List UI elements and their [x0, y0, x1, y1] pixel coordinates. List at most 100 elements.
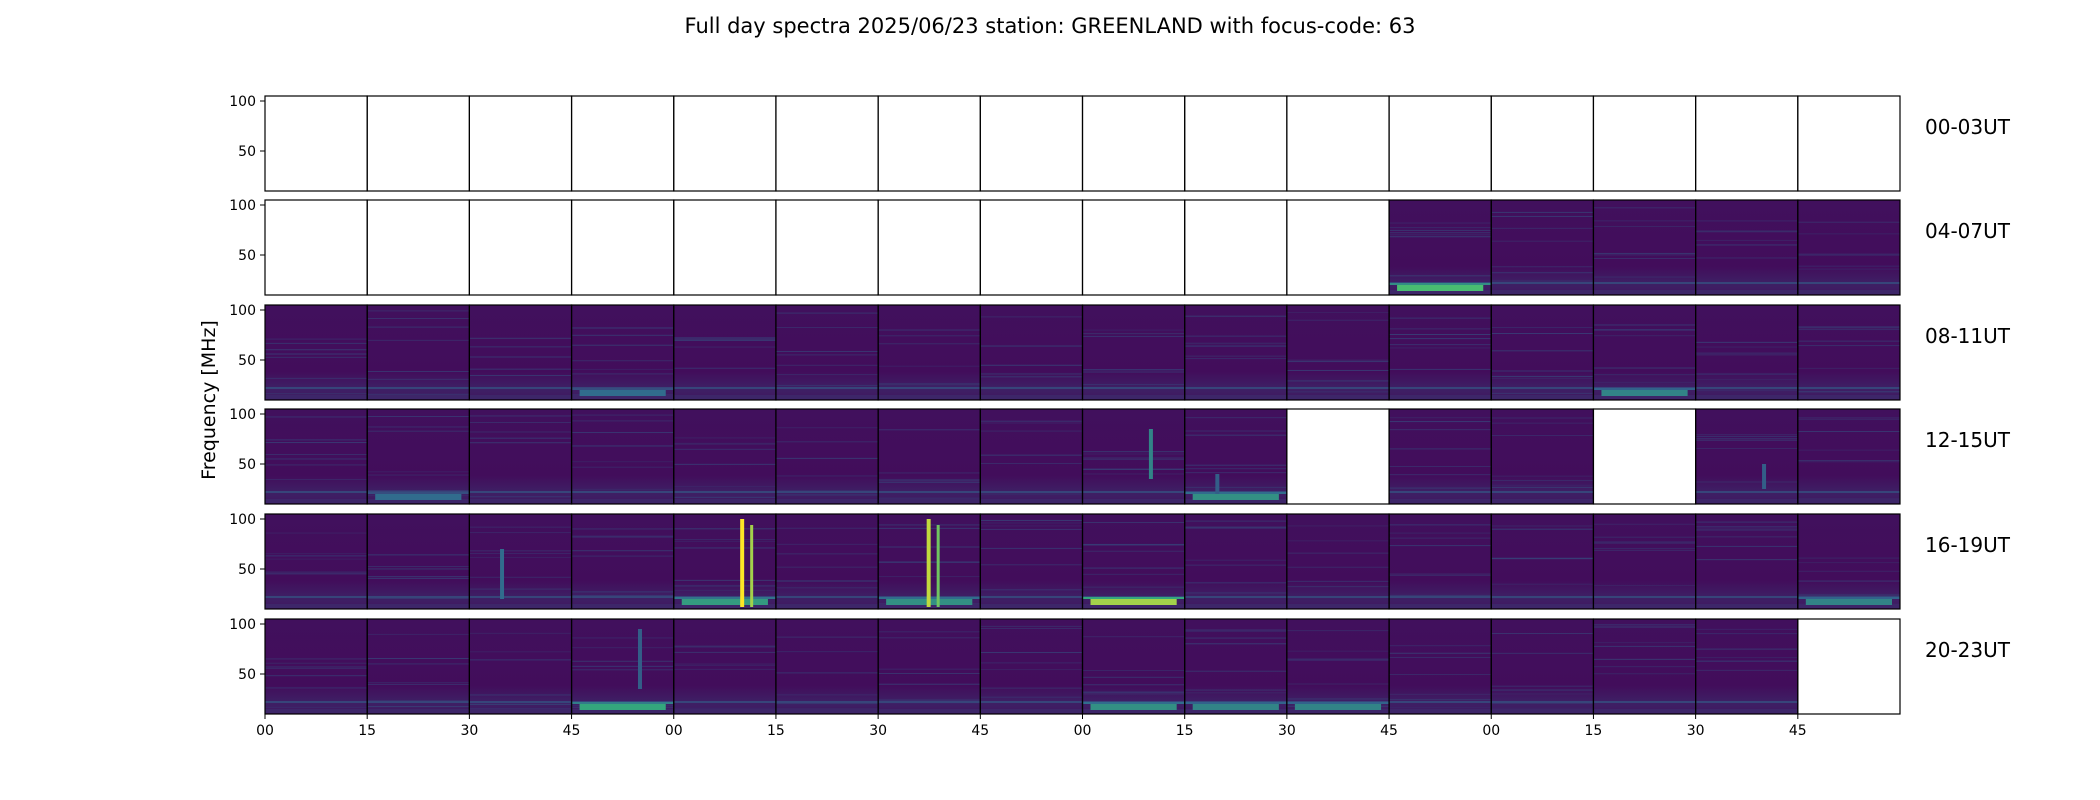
- low-band: [1797, 395, 1900, 399]
- spectrogram-panel: [1389, 200, 1492, 295]
- rfi-line: [571, 595, 674, 597]
- spectrogram-background: [1286, 305, 1390, 400]
- rfi-line: [1184, 434, 1287, 436]
- rfi-line: [775, 580, 879, 582]
- rfi-line: [1389, 537, 1492, 539]
- rfi-line: [1695, 257, 1798, 259]
- y-tick-label: 100: [229, 407, 256, 423]
- spectrogram-background: [367, 409, 470, 504]
- low-band: [1797, 282, 1900, 284]
- low-band: [1389, 604, 1492, 608]
- rfi-line: [775, 475, 879, 477]
- spectrogram-panel: [1491, 619, 1594, 714]
- x-tick-label: 15: [358, 723, 376, 739]
- rfi-line: [265, 342, 368, 344]
- rfi-line: [1491, 211, 1594, 213]
- spectra-grid: 50 100 00-03UT 50 100 04-07UT 50 100 08-11UT 50 10…: [229, 94, 2011, 715]
- spectrogram-panel: [571, 305, 674, 400]
- rfi-line: [878, 668, 981, 670]
- rfi-line: [265, 555, 368, 557]
- rfi-line: [673, 443, 776, 445]
- rfi-line: [1184, 559, 1287, 561]
- rfi-line: [1491, 392, 1594, 394]
- rfi-line: [1082, 329, 1185, 331]
- rfi-line: [571, 466, 674, 468]
- rfi-line: [1389, 645, 1492, 647]
- rfi-line: [1184, 592, 1287, 594]
- spectrogram-panel: [775, 409, 879, 504]
- spectrogram-background: [1184, 409, 1287, 504]
- spectrogram-panel: [571, 96, 674, 191]
- rfi-line: [571, 488, 674, 490]
- rfi-line: [673, 579, 776, 581]
- rfi-line: [1082, 567, 1185, 569]
- rfi-line: [469, 421, 572, 423]
- spectrogram-background: [1491, 409, 1594, 504]
- spectrogram-background: [367, 619, 470, 714]
- rfi-line: [1593, 547, 1696, 549]
- rfi-line: [1286, 319, 1390, 321]
- rfi-line: [980, 422, 1083, 424]
- spectrogram-panel: [878, 96, 981, 191]
- rfi-line: [1184, 629, 1287, 631]
- rfi-line: [367, 426, 470, 428]
- rfi-line: [1797, 329, 1900, 331]
- low-band: [775, 499, 879, 503]
- rfi-line: [265, 454, 368, 456]
- low-band: [469, 701, 572, 703]
- spectrogram-panel: [469, 409, 572, 504]
- rfi-line: [571, 334, 674, 336]
- spectrogram-background: [775, 619, 879, 714]
- rfi-line: [1695, 439, 1798, 441]
- rfi-line: [775, 566, 879, 568]
- rfi-line: [775, 494, 879, 496]
- low-band: [1184, 395, 1287, 399]
- rfi-line: [1797, 326, 1900, 328]
- low-band: [1593, 395, 1696, 399]
- row-time-label: 04-07UT: [1925, 219, 2011, 243]
- low-band: [1695, 387, 1798, 389]
- low-band-emission: [1082, 702, 1185, 704]
- low-band: [673, 395, 776, 399]
- low-band: [571, 709, 674, 713]
- spectrogram-panel: [1286, 409, 1390, 504]
- spectrogram-panel: [1593, 96, 1696, 191]
- rfi-line: [1184, 527, 1287, 529]
- spectrogram-background: [1389, 409, 1492, 504]
- rfi-line: [1184, 692, 1287, 694]
- rfi-line: [673, 448, 776, 450]
- rfi-line: [1797, 233, 1900, 235]
- rfi-line: [469, 576, 572, 578]
- rfi-line: [571, 550, 674, 552]
- spectrogram-background: [878, 619, 981, 714]
- rfi-line: [775, 580, 879, 582]
- rfi-line: [673, 668, 776, 670]
- spectrogram-background: [673, 514, 776, 609]
- rfi-line: [1695, 231, 1798, 233]
- rfi-line: [469, 532, 572, 534]
- low-band: [878, 499, 981, 503]
- low-band: [980, 387, 1083, 389]
- empty-panel: [878, 96, 981, 191]
- spectrogram-background: [1695, 409, 1798, 504]
- spectrogram-background: [775, 514, 879, 609]
- low-band: [1389, 499, 1492, 503]
- rfi-line: [367, 415, 470, 417]
- y-tick-label: 50: [238, 248, 256, 264]
- low-band: [469, 395, 572, 399]
- rfi-line: [265, 706, 368, 708]
- empty-panel: [571, 200, 674, 295]
- low-band: [367, 499, 470, 503]
- rfi-line: [1695, 528, 1798, 530]
- rfi-line: [1593, 645, 1696, 647]
- empty-panel: [1593, 409, 1696, 504]
- y-tick-label: 50: [238, 457, 256, 473]
- rfi-line: [775, 312, 879, 314]
- rfi-line: [1082, 573, 1185, 575]
- rfi-line: [1389, 524, 1492, 526]
- low-band: [1797, 604, 1900, 608]
- spectrogram-panel: [1286, 305, 1390, 400]
- spectrogram-background: [1695, 619, 1798, 714]
- rfi-line: [1184, 526, 1287, 528]
- rfi-line: [367, 658, 470, 660]
